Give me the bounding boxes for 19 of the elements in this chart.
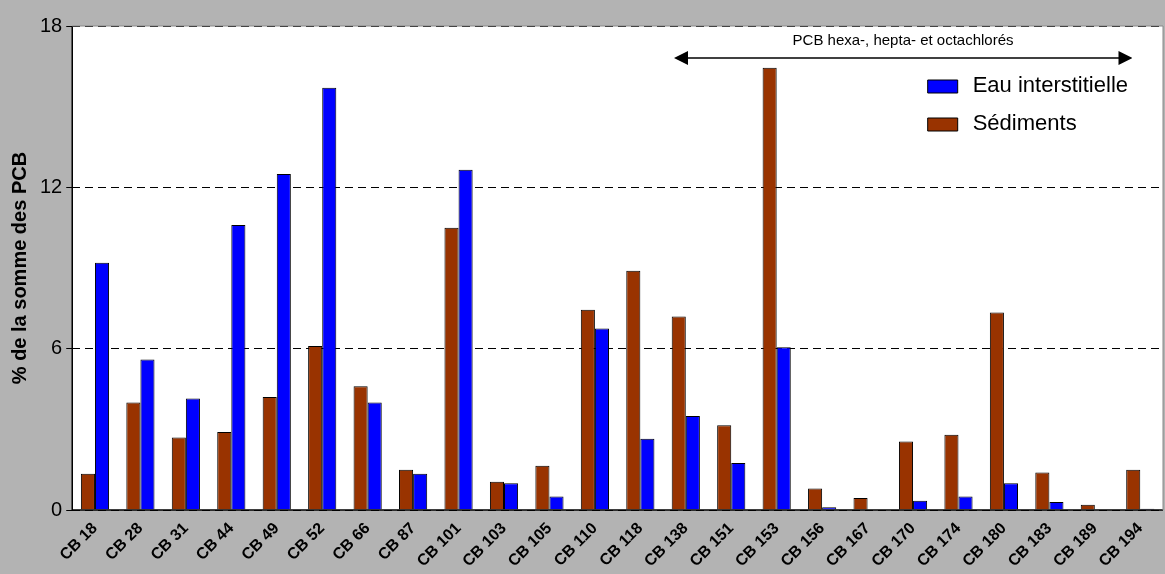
y-axis-title: % de la somme des PCB <box>7 151 30 385</box>
x-tick-label: CB 151 <box>686 519 737 570</box>
x-tick-label: CB 49 <box>237 519 283 564</box>
x-tick-label: CB 18 <box>56 519 101 564</box>
x-tick-label: CB 66 <box>328 519 373 564</box>
legend-label: Sédiments <box>972 110 1077 136</box>
x-tick-label: CB 194 <box>1095 519 1146 570</box>
x-tick-label: CB 156 <box>777 519 828 570</box>
legend-label: Eau interstitielle <box>972 72 1129 98</box>
x-tick-label: CB 31 <box>147 519 192 564</box>
x-tick-label: CB 52 <box>283 519 328 564</box>
x-tick-label: CB 28 <box>101 519 146 564</box>
x-tick-label: CB 44 <box>192 519 237 564</box>
y-tick-label: 12 <box>40 174 63 197</box>
y-tick-label: 6 <box>51 336 63 359</box>
y-tick-label: 18 <box>40 13 63 36</box>
x-tick-label: CB 183 <box>1004 519 1055 570</box>
annotation: PCB hexa-, hepta- et octachlorés <box>792 31 1014 49</box>
y-tick-label: 0 <box>51 497 63 520</box>
